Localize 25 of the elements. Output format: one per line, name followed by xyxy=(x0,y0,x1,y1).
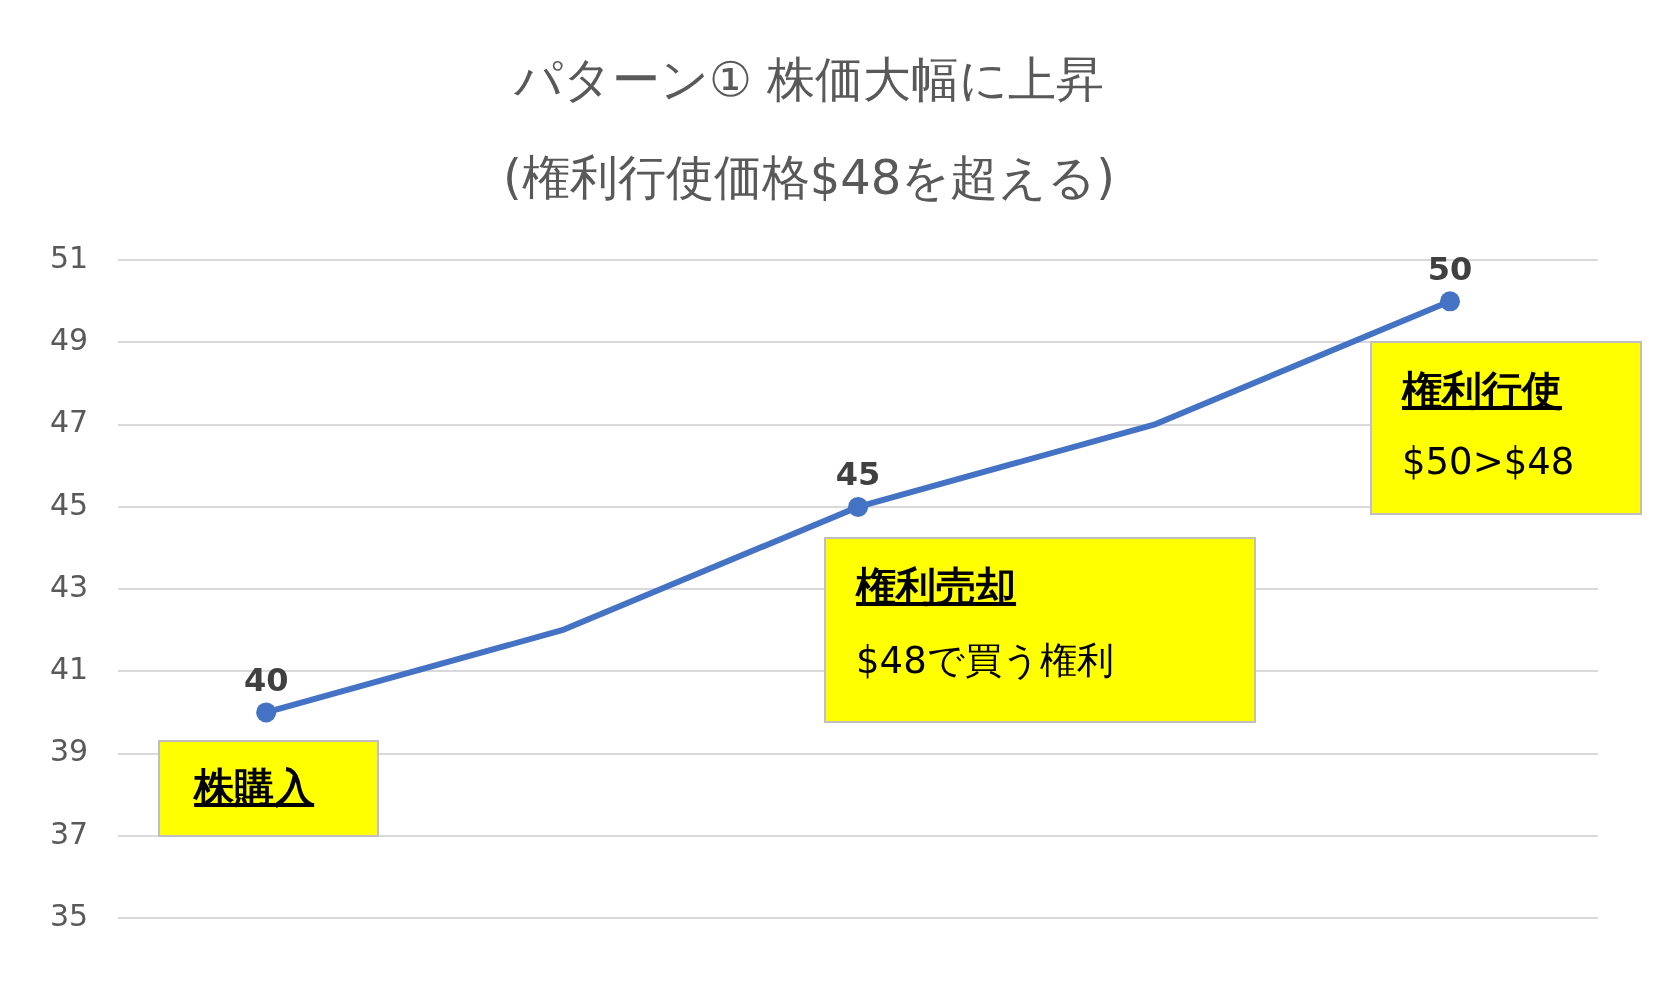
y-tick-label: 39 xyxy=(49,733,89,769)
data-label: 40 xyxy=(243,660,289,699)
annotation: 権利行使 xyxy=(1402,366,1563,416)
data-label: 50 xyxy=(1427,249,1473,288)
annotation: $48で買う権利 xyxy=(856,637,1115,684)
y-tick-label: 47 xyxy=(49,404,89,440)
y-tick-label: 45 xyxy=(49,486,89,522)
chart-title: パターン① 株価大幅に上昇 xyxy=(512,51,1105,108)
annotation: 株購入 xyxy=(194,763,316,813)
y-tick-label: 51 xyxy=(49,240,89,275)
callout-box: 権利行使 $50>$48 xyxy=(1370,341,1642,516)
callout-box: 株購入 xyxy=(158,740,380,838)
annotation: 権利売却 xyxy=(856,561,1018,611)
data-label: 45 xyxy=(835,455,881,494)
chart-subtitle: (権利行使価格$48を超える) xyxy=(502,148,1116,205)
point xyxy=(256,702,277,723)
y-tick-label: 37 xyxy=(49,815,89,851)
point xyxy=(848,496,869,517)
callout-box: 権利売却 $48で買う権利 xyxy=(824,536,1257,723)
y-tick-label: 35 xyxy=(49,897,89,933)
y-tick-label: 43 xyxy=(49,568,89,604)
y-tick-label: 49 xyxy=(49,322,89,358)
point xyxy=(1440,291,1461,312)
y-tick-label: 41 xyxy=(49,651,89,687)
annotation: $50>$48 xyxy=(1402,440,1576,484)
